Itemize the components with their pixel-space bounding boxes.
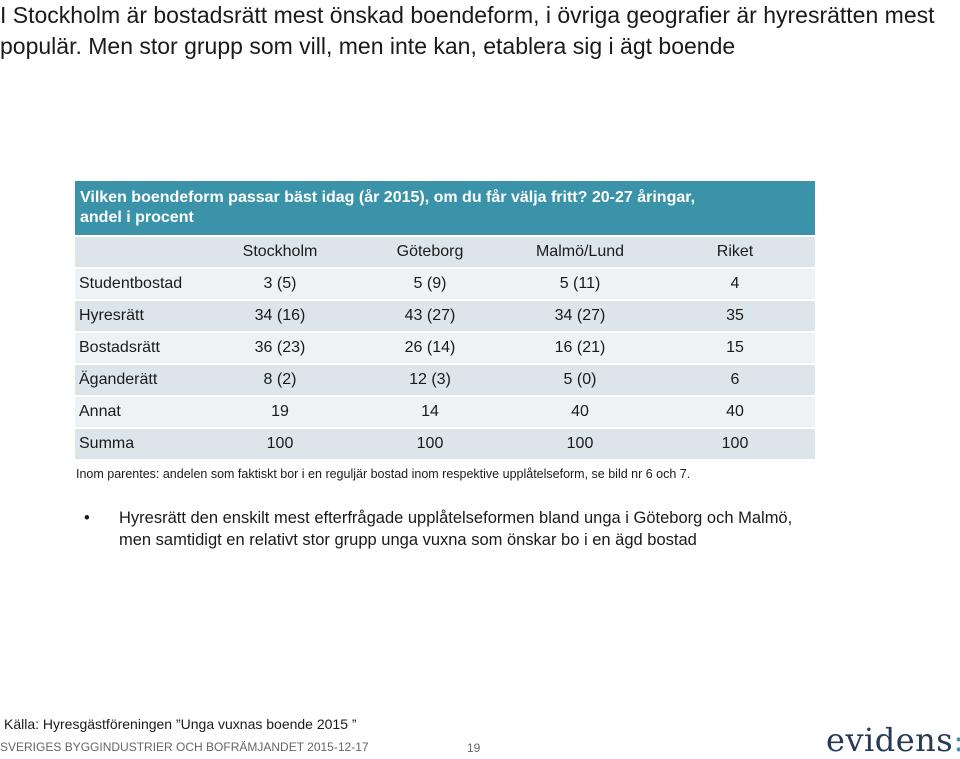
bullet-text: Hyresrätt den enskilt mest efterfrågade …	[119, 509, 793, 549]
table-footnote: Inom parentes: andelen som faktiskt bor …	[76, 467, 691, 481]
table-cell: 12 (3)	[355, 365, 505, 395]
bullet-icon: •	[84, 509, 90, 527]
table-cell: 100	[505, 429, 655, 459]
table-cell: 5 (0)	[505, 365, 655, 395]
table-cell: 26 (14)	[355, 333, 505, 363]
table-cell: 34 (16)	[205, 301, 355, 331]
row-label: Summa	[75, 429, 205, 459]
table-header-subtitle: andel i procent	[80, 209, 194, 226]
table-row: Studentbostad 3 (5) 5 (9) 5 (11) 4	[75, 269, 815, 299]
table-cell: 5 (11)	[505, 269, 655, 299]
table-row: Äganderätt 8 (2) 12 (3) 5 (0) 6	[75, 365, 815, 395]
footer-org-date: SVERIGES BYGGINDUSTRIER OCH BOFRÄMJANDET…	[0, 740, 369, 754]
logo-wordmark: evidens	[826, 721, 954, 759]
results-table: Vilken boendeform passar bäst idag (år 2…	[75, 181, 815, 461]
data-table: Stockholm Göteborg Malmö/Lund Riket Stud…	[75, 235, 815, 461]
table-header: Vilken boendeform passar bäst idag (år 2…	[75, 181, 815, 235]
table-row: Summa 100 100 100 100	[75, 429, 815, 459]
slide-title: I Stockholm är bostadsrätt mest önskad b…	[0, 2, 935, 59]
evidens-logo: evidens:	[826, 722, 960, 758]
table-cell: 100	[655, 429, 815, 459]
table-cell: 6	[655, 365, 815, 395]
row-label: Annat	[75, 397, 205, 427]
table-cell: 19	[205, 397, 355, 427]
row-label: Studentbostad	[75, 269, 205, 299]
table-cell: 34 (27)	[505, 301, 655, 331]
row-label: Hyresrätt	[75, 301, 205, 331]
table-cell: 5 (9)	[355, 269, 505, 299]
column-header-row: Stockholm Göteborg Malmö/Lund Riket	[75, 237, 815, 267]
table-row: Hyresrätt 34 (16) 43 (27) 34 (27) 35	[75, 301, 815, 331]
table-cell: 40	[655, 397, 815, 427]
table-cell: 3 (5)	[205, 269, 355, 299]
table-cell: 100	[205, 429, 355, 459]
page-number: 19	[467, 741, 481, 755]
table-cell: 36 (23)	[205, 333, 355, 363]
table-cell: 40	[505, 397, 655, 427]
table-cell: 15	[655, 333, 815, 363]
table-row: Annat 19 14 40 40	[75, 397, 815, 427]
table-cell: 8 (2)	[205, 365, 355, 395]
column-header-stockholm: Stockholm	[205, 237, 355, 267]
table-cell: 35	[655, 301, 815, 331]
table-cell: 43 (27)	[355, 301, 505, 331]
table-row: Bostadsrätt 36 (23) 26 (14) 16 (21) 15	[75, 333, 815, 363]
column-header-malmo-lund: Malmö/Lund	[505, 237, 655, 267]
row-label: Äganderätt	[75, 365, 205, 395]
table-header-question: Vilken boendeform passar bäst idag (år 2…	[80, 189, 696, 206]
column-header-riket: Riket	[655, 237, 815, 267]
source-citation: Källa: Hyresgästföreningen ”Unga vuxnas …	[4, 716, 357, 732]
table-cell: 4	[655, 269, 815, 299]
column-header-goteborg: Göteborg	[355, 237, 505, 267]
row-label: Bostadsrätt	[75, 333, 205, 363]
table-cell: 16 (21)	[505, 333, 655, 363]
table-cell: 14	[355, 397, 505, 427]
logo-colon-mark: :	[953, 721, 960, 759]
table-cell: 100	[355, 429, 505, 459]
column-header-empty	[75, 237, 205, 267]
